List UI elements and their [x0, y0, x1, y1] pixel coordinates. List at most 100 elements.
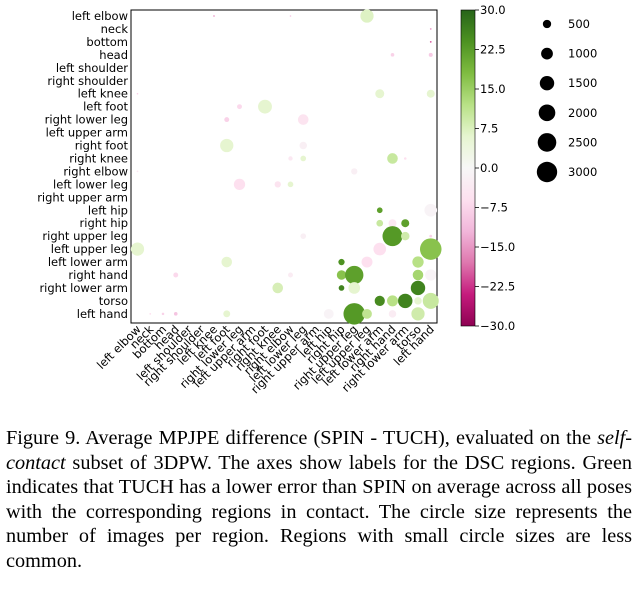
bubble-point: [425, 269, 437, 281]
bubble-point: [348, 282, 361, 294]
bubble-point: [300, 233, 307, 239]
bubble-point: [287, 181, 294, 188]
bubble-point: [387, 295, 398, 307]
bubble-point: [361, 256, 373, 268]
bubble-point: [336, 270, 347, 280]
y-tick-label: left hip: [88, 203, 128, 217]
bubble-point: [411, 307, 425, 321]
bubble-point: [387, 153, 398, 164]
y-tick-label: right lower leg: [45, 113, 128, 127]
bubble-point: [429, 28, 432, 30]
size-legend-label: 2500: [568, 135, 597, 149]
bubble-point: [224, 117, 230, 123]
y-tick-label: right shoulder: [47, 74, 128, 88]
bubble-point: [136, 170, 139, 173]
bubble-point: [360, 9, 374, 23]
bubble-point: [130, 242, 145, 256]
y-tick-label: right hip: [80, 216, 128, 230]
bubble-point: [376, 207, 383, 214]
y-tick-label: right lower arm: [39, 281, 128, 295]
bubble-point: [412, 269, 424, 281]
bubble-point: [288, 272, 293, 278]
bubble-point: [289, 15, 292, 17]
y-tick-label: left upper leg: [51, 242, 128, 256]
bubble-point: [382, 226, 403, 247]
bubble-point: [221, 256, 233, 268]
bubble-point: [410, 280, 426, 296]
size-legend-label: 1500: [568, 76, 597, 90]
bubble-point: [390, 53, 395, 57]
bubble-point: [149, 312, 152, 315]
bubble-point: [398, 293, 413, 309]
bubble-point: [323, 308, 334, 319]
size-legend-marker: [537, 133, 557, 152]
colorbar-tick-label: −15.0: [480, 240, 515, 254]
y-tick-label: head: [99, 48, 128, 62]
y-tick-label: left lower arm: [48, 255, 128, 269]
bubble-point: [375, 89, 385, 99]
bubble-point: [274, 181, 281, 188]
colorbar: [460, 9, 476, 327]
bubble-point: [401, 219, 410, 228]
bubble-point: [419, 238, 442, 260]
caption-lead: Figure 9. Average MPJPE difference (SPIN…: [6, 427, 598, 449]
bubble-point: [412, 256, 424, 268]
bubble-point: [299, 141, 307, 150]
bubble-point: [429, 41, 432, 43]
caption-italic: self-contact: [6, 427, 632, 474]
y-tick-label: bottom: [86, 35, 128, 49]
bubble-point: [223, 310, 231, 318]
y-tick-label: left upper arm: [46, 126, 128, 140]
y-tick-label: neck: [101, 22, 129, 36]
bubble-point: [173, 312, 178, 316]
figure-caption: Figure 9. Average MPJPE difference (SPIN…: [6, 426, 632, 574]
y-tick-label: right foot: [75, 139, 129, 153]
bubble-point: [237, 104, 242, 110]
y-tick-label: left elbow: [72, 9, 128, 23]
bubble-point: [345, 265, 364, 285]
y-tick-label: right hand: [68, 268, 128, 282]
size-legend-label: 500: [568, 17, 590, 31]
bubble-marks: [130, 9, 442, 325]
size-legend-marker: [536, 161, 558, 183]
bubble-point: [288, 156, 293, 161]
y-tick-label: left lower leg: [53, 177, 128, 191]
size-legend-marker: [539, 76, 555, 91]
bubble-point: [297, 114, 309, 125]
size-legend-marker: [542, 19, 552, 29]
bubble-point: [343, 303, 366, 325]
bubble-point: [258, 99, 272, 114]
bubble-point: [362, 308, 372, 319]
bubble-point: [374, 295, 385, 306]
colorbar-tick-label: 7.5: [480, 122, 498, 136]
y-tick-label: left hand: [77, 307, 128, 321]
size-legend: 500 1000 1500 2000 2500 3000: [536, 17, 597, 183]
colorbar-tick-label: −22.5: [480, 280, 515, 294]
bubble-point: [233, 178, 246, 191]
bubble-point: [351, 168, 358, 175]
size-legend-label: 3000: [568, 165, 597, 179]
bubble-point: [426, 89, 435, 98]
colorbar-tick-label: 30.0: [480, 3, 506, 17]
colorbar-tick-label: −7.5: [480, 201, 508, 215]
bubble-point: [173, 272, 179, 278]
y-tick-label: right elbow: [63, 164, 128, 178]
bubble-point: [300, 155, 307, 162]
bubble-point: [373, 242, 387, 256]
bubble-point: [220, 138, 234, 153]
y-tick-label: right upper arm: [37, 190, 128, 204]
size-legend-label: 1000: [568, 47, 597, 61]
colorbar-tick-label: 22.5: [480, 43, 506, 57]
bubble-point: [401, 231, 410, 241]
y-tick-label: left shoulder: [56, 61, 128, 75]
size-legend-marker: [538, 104, 556, 122]
bubble-point: [388, 219, 397, 228]
y-tick-label: right knee: [69, 151, 128, 165]
size-legend-marker: [541, 47, 553, 60]
bubble-point: [428, 52, 433, 57]
bubble-point: [376, 219, 384, 227]
bubble-point: [403, 157, 407, 160]
colorbar-tick-label: 15.0: [480, 82, 506, 96]
